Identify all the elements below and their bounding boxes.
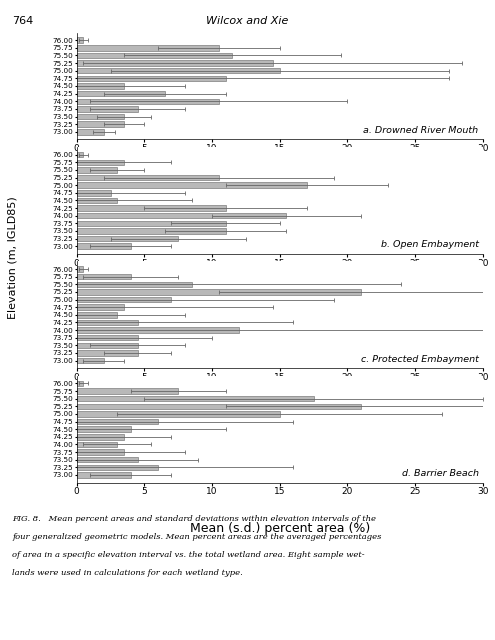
Bar — [77, 91, 165, 97]
Bar — [77, 381, 84, 386]
Bar — [77, 411, 280, 417]
Bar — [77, 396, 313, 401]
Text: FIG. 8.   Mean percent areas and standard deviations within elevation intervals : FIG. 8. Mean percent areas and standard … — [12, 515, 376, 524]
Bar — [77, 327, 239, 333]
Bar — [77, 114, 124, 119]
Bar — [77, 297, 171, 302]
Text: of area in a specific elevation interval vs. the total wetland area. Eight sampl: of area in a specific elevation interval… — [12, 551, 365, 559]
Bar — [77, 243, 131, 249]
Bar — [77, 159, 124, 165]
Bar — [77, 106, 138, 111]
Bar — [77, 312, 117, 317]
Bar — [77, 83, 124, 89]
Bar — [77, 45, 219, 51]
Bar — [77, 457, 138, 463]
Bar — [77, 320, 138, 325]
Bar — [77, 152, 84, 157]
Bar — [77, 122, 124, 127]
Bar — [77, 350, 138, 356]
Bar — [77, 228, 226, 234]
Bar — [77, 305, 124, 310]
Bar — [77, 99, 219, 104]
Bar — [77, 442, 117, 447]
Bar — [77, 282, 192, 287]
Bar — [77, 182, 307, 188]
Text: a. Drowned River Mouth: a. Drowned River Mouth — [363, 126, 479, 135]
Bar — [77, 358, 104, 364]
Bar — [77, 167, 117, 173]
Bar — [77, 205, 226, 211]
Bar — [77, 465, 158, 470]
Text: Mean (s.d.) percent area (%): Mean (s.d.) percent area (%) — [190, 522, 370, 534]
Bar — [77, 236, 178, 241]
Bar — [77, 342, 138, 348]
Bar — [77, 426, 131, 432]
Text: Wilcox and Xie: Wilcox and Xie — [206, 16, 289, 26]
Bar — [77, 419, 158, 424]
Bar — [77, 52, 232, 58]
Text: Elevation (m, IGLD85): Elevation (m, IGLD85) — [7, 196, 17, 319]
Bar — [77, 472, 131, 477]
Text: b. Open Embayment: b. Open Embayment — [381, 241, 479, 250]
Bar — [77, 434, 124, 440]
Bar — [77, 198, 117, 203]
Bar — [77, 76, 226, 81]
Bar — [77, 449, 124, 455]
Bar — [77, 335, 138, 340]
Bar — [77, 213, 287, 218]
Bar — [77, 190, 110, 195]
Bar — [77, 68, 280, 74]
Bar — [77, 221, 226, 226]
Text: 764: 764 — [12, 16, 34, 26]
Bar — [77, 60, 273, 66]
Bar — [77, 129, 104, 134]
Text: c. Protected Embayment: c. Protected Embayment — [361, 355, 479, 364]
Bar — [77, 38, 84, 43]
Bar — [77, 289, 361, 294]
Text: lands were used in calculations for each wetland type.: lands were used in calculations for each… — [12, 569, 243, 577]
Bar — [77, 388, 178, 394]
Bar — [77, 404, 361, 409]
Bar — [77, 266, 84, 272]
Bar — [77, 175, 219, 180]
Text: four generalized geometric models. Mean percent areas are the averaged percentag: four generalized geometric models. Mean … — [12, 533, 382, 541]
Text: d. Barrier Beach: d. Barrier Beach — [401, 469, 479, 478]
Bar — [77, 274, 131, 280]
